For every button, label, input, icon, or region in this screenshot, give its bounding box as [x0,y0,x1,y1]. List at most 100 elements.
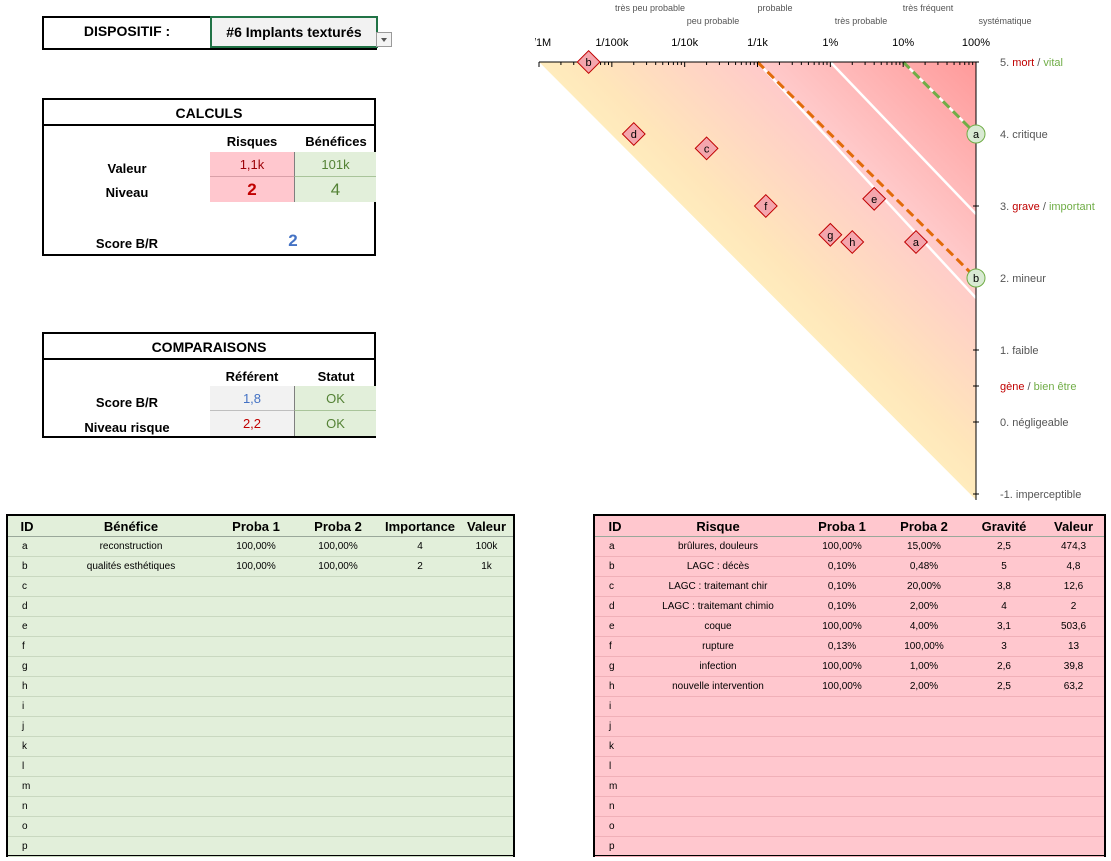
benefit-cell[interactable]: f [8,636,46,657]
benefit-cell[interactable] [46,616,216,637]
benefit-cell[interactable]: 100,00% [296,536,380,557]
benefit-cell[interactable]: 4 [380,536,460,557]
benefit-cell[interactable] [380,736,460,757]
benefit-cell[interactable]: 1k [460,556,513,577]
benefit-cell[interactable] [216,816,296,837]
niveau-referent-cell[interactable]: 2,2 [210,411,294,436]
benefit-cell[interactable]: reconstruction [46,536,216,557]
benefit-cell[interactable] [216,796,296,817]
benefit-cell[interactable] [46,576,216,597]
risk-cell[interactable]: 503,6 [1043,616,1104,637]
risk-cell[interactable]: 100,00% [801,616,883,637]
benefit-cell[interactable]: m [8,776,46,797]
risk-cell[interactable] [883,756,965,777]
risk-cell[interactable]: 2,5 [965,536,1043,557]
benefit-cell[interactable] [46,596,216,617]
risk-cell[interactable]: 3,8 [965,576,1043,597]
risk-cell[interactable]: 3,1 [965,616,1043,637]
risk-cell[interactable]: nouvelle intervention [635,676,801,697]
risk-cell[interactable] [883,696,965,717]
risk-cell[interactable]: brûlures, douleurs [635,536,801,557]
benefit-cell[interactable] [216,616,296,637]
benefit-cell[interactable] [216,736,296,757]
benefit-cell[interactable] [460,796,513,817]
risk-cell[interactable] [1043,816,1104,837]
benefit-cell[interactable] [296,736,380,757]
risk-cell[interactable] [635,716,801,737]
risk-cell[interactable]: 4 [965,596,1043,617]
risk-cell[interactable] [1043,756,1104,777]
benefit-cell[interactable]: n [8,796,46,817]
benefit-cell[interactable] [380,836,460,857]
risk-cell[interactable] [1043,736,1104,757]
dropdown-arrow-icon[interactable] [376,32,392,47]
risk-cell[interactable] [883,796,965,817]
risk-cell[interactable]: 2,6 [965,656,1043,677]
risk-cell[interactable] [883,716,965,737]
risk-cell[interactable]: 100,00% [801,536,883,557]
benefit-cell[interactable] [296,696,380,717]
benefit-cell[interactable] [216,716,296,737]
risk-cell[interactable]: 13 [1043,636,1104,657]
benefit-cell[interactable] [380,796,460,817]
benefit-cell[interactable]: h [8,676,46,697]
risk-cell[interactable]: 0,10% [801,556,883,577]
benefit-cell[interactable] [296,776,380,797]
benefit-cell[interactable] [216,756,296,777]
risk-cell[interactable] [801,716,883,737]
risk-cell[interactable] [883,776,965,797]
risk-cell[interactable]: 4,8 [1043,556,1104,577]
benefit-cell[interactable] [46,656,216,677]
benefit-cell[interactable] [460,836,513,857]
risk-cell[interactable] [1043,776,1104,797]
risk-cell[interactable]: p [595,836,635,857]
risk-cell[interactable] [965,736,1043,757]
risk-cell[interactable] [1043,796,1104,817]
risk-cell[interactable]: l [595,756,635,777]
benefit-cell[interactable] [296,836,380,857]
risk-cell[interactable]: k [595,736,635,757]
benefit-cell[interactable] [46,696,216,717]
benefit-cell[interactable] [380,816,460,837]
benefit-cell[interactable] [380,696,460,717]
risk-cell[interactable]: 5 [965,556,1043,577]
benefit-cell[interactable] [216,676,296,697]
niveau-risques-cell[interactable]: 2 [210,177,294,202]
benefit-cell[interactable] [460,736,513,757]
risk-cell[interactable]: h [595,676,635,697]
benefit-cell[interactable] [460,576,513,597]
dispositif-value-cell[interactable]: #6 Implants texturés [210,16,378,48]
risk-cell[interactable] [635,796,801,817]
benefit-cell[interactable]: qualités esthétiques [46,556,216,577]
risk-cell[interactable]: 2,00% [883,676,965,697]
benefit-cell[interactable]: 100k [460,536,513,557]
benefit-cell[interactable] [460,696,513,717]
benefit-cell[interactable] [460,816,513,837]
benefit-cell[interactable] [216,776,296,797]
risk-cell[interactable] [965,716,1043,737]
benefit-cell[interactable]: 100,00% [216,556,296,577]
risk-cell[interactable] [965,756,1043,777]
risk-cell[interactable] [883,836,965,857]
risk-cell[interactable]: 2 [1043,596,1104,617]
benefit-cell[interactable]: g [8,656,46,677]
risk-cell[interactable] [965,796,1043,817]
risk-cell[interactable] [965,696,1043,717]
risk-cell[interactable]: 100,00% [801,656,883,677]
benefit-cell[interactable] [216,656,296,677]
benefit-cell[interactable]: a [8,536,46,557]
risk-cell[interactable]: g [595,656,635,677]
benefit-cell[interactable] [296,596,380,617]
risk-cell[interactable]: 39,8 [1043,656,1104,677]
risk-cell[interactable]: 20,00% [883,576,965,597]
valeur-benefices-cell[interactable]: 101k [294,152,376,177]
risk-cell[interactable]: d [595,596,635,617]
risk-cell[interactable]: 2,00% [883,596,965,617]
benefit-cell[interactable]: i [8,696,46,717]
benefit-cell[interactable]: j [8,716,46,737]
benefit-cell[interactable] [46,716,216,737]
benefit-cell[interactable] [460,716,513,737]
risk-cell[interactable] [635,696,801,717]
benefit-cell[interactable] [380,776,460,797]
benefit-cell[interactable] [380,676,460,697]
